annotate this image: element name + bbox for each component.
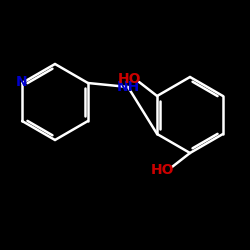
Text: HO: HO: [150, 163, 174, 177]
Text: N: N: [15, 75, 27, 89]
Text: HO: HO: [117, 72, 141, 86]
Text: NH: NH: [116, 80, 140, 94]
